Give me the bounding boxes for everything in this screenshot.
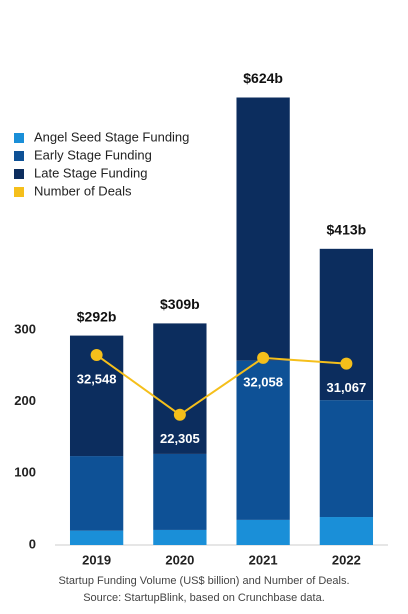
- total-label: $413b: [327, 222, 367, 238]
- legend-swatch: [14, 151, 24, 161]
- bar-segment: [153, 453, 207, 530]
- total-label: $309b: [160, 296, 200, 312]
- x-tick-label: 2020: [165, 552, 194, 567]
- legend-swatch: [14, 169, 24, 179]
- data-label: 32,548: [77, 371, 117, 386]
- x-tick-label: 2019: [82, 552, 111, 567]
- data-label: 32,058: [243, 374, 283, 389]
- bar-segment: [153, 323, 207, 454]
- data-label: 31,067: [326, 380, 366, 395]
- legend-label: Angel Seed Stage Funding: [34, 129, 189, 144]
- legend-swatch: [14, 133, 24, 143]
- y-tick-label: 100: [14, 465, 36, 480]
- total-label: $292b: [77, 308, 117, 324]
- legend-label: Late Stage Funding: [34, 165, 147, 180]
- bar-segment: [319, 517, 374, 545]
- bar-segment: [236, 519, 290, 545]
- bar-segment: [319, 400, 374, 518]
- deals-point: [173, 408, 186, 421]
- total-label: $624b: [243, 70, 283, 86]
- deals-point: [90, 349, 103, 362]
- legend-swatch: [14, 187, 24, 197]
- bar-segment: [69, 456, 124, 531]
- y-tick-label: 300: [14, 321, 36, 336]
- bar-segment: [153, 529, 207, 545]
- x-tick-label: 2022: [332, 552, 361, 567]
- bar-segment: [69, 530, 124, 545]
- bar-segment: [236, 97, 290, 361]
- caption: Startup Funding Volume (US$ billion) and…: [58, 575, 349, 587]
- deals-point: [340, 357, 353, 370]
- deals-point: [257, 351, 270, 364]
- bar-segment: [236, 360, 290, 520]
- caption: Source: StartupBlink, based on Crunchbas…: [83, 592, 325, 604]
- y-tick-label: 200: [14, 393, 36, 408]
- deals-line: [96, 354, 347, 417]
- x-tick-label: 2021: [249, 552, 278, 567]
- y-tick-label: 0: [29, 536, 36, 551]
- legend-label: Early Stage Funding: [34, 147, 152, 162]
- bar-segment: [319, 248, 374, 401]
- data-label: 22,305: [160, 431, 200, 446]
- legend-label: Number of Deals: [34, 183, 132, 198]
